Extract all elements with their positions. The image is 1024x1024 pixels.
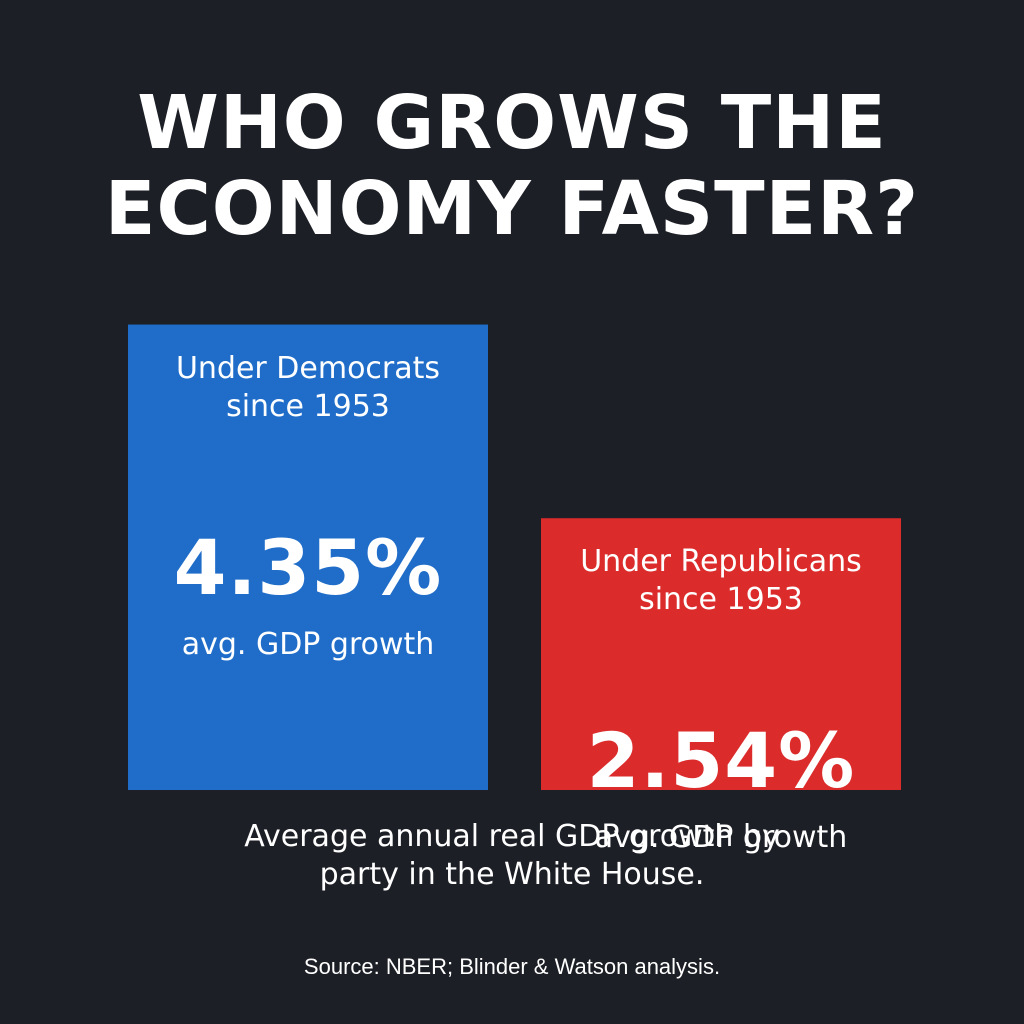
chart-title-line-1: WHO GROWS THE [137, 80, 887, 166]
republicans-label-line-2: since 1953 [639, 582, 803, 618]
democrats-label-line-2: since 1953 [226, 388, 390, 424]
caption-line-2: party in the White House. [319, 857, 705, 892]
democrats-label-line-1: Under Democrats [175, 350, 441, 386]
caption-line-1: Average annual real GDP growth by [244, 819, 780, 854]
source-note: Source: NBER; Blinder & Watson analysis. [303, 954, 721, 979]
chart-title-line-2: ECONOMY FASTER? [104, 166, 920, 252]
republicans-value-label: 2.54% [586, 716, 856, 806]
republicans-sublabel: avg. GDP growth [594, 820, 848, 856]
republicans-bar [541, 518, 901, 790]
democrats-value-label: 4.35% [173, 522, 443, 612]
democrats-sublabel: avg. GDP growth [181, 626, 435, 662]
republicans-label-line-1: Under Republicans [580, 544, 862, 580]
democrats-bar [128, 324, 488, 790]
